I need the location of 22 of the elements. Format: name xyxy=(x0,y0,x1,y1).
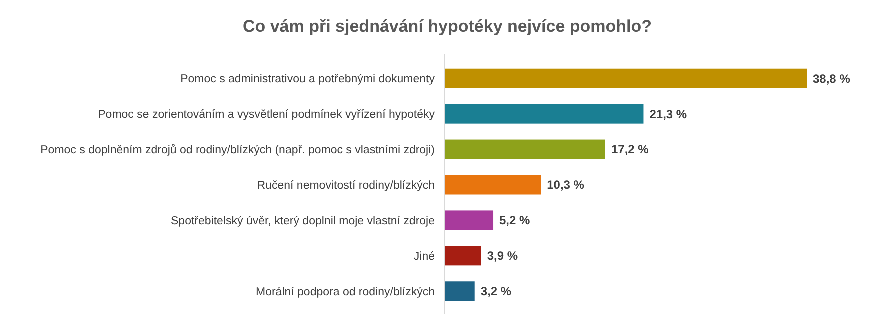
data-label: 5,2 % xyxy=(500,214,531,228)
bar xyxy=(445,246,482,266)
y-tick-label: Morální podpora od rodiny/blízkých xyxy=(256,286,435,298)
chart-title: Co vám při sjednávání hypotéky nejvíce pomohlo? xyxy=(242,17,652,36)
data-label: 38,8 % xyxy=(813,72,851,86)
data-label: 3,2 % xyxy=(480,284,512,299)
y-tick-label: Ručení nemovitostí rodiny/blízkých xyxy=(257,180,435,192)
bar xyxy=(445,210,494,230)
data-label: 3,9 % xyxy=(487,249,518,264)
data-label: 10,3 % xyxy=(547,178,585,192)
bar xyxy=(445,175,542,195)
data-label: 21,3 % xyxy=(650,107,688,122)
bar xyxy=(445,282,475,302)
y-tick-label: Pomoc s doplněním zdrojů od rodiny/blízkých (např. pomoc s vlastními zdroji) xyxy=(40,144,436,157)
data-label: 17,2 % xyxy=(611,142,650,157)
y-tick-label: Spotřebitelský úvěr, který doplnil moje vlastní zdroje xyxy=(171,215,435,228)
bar xyxy=(445,104,644,124)
bar xyxy=(445,68,807,88)
y-tick-label: Pomoc s administrativou a potřebnými dokumenty xyxy=(180,74,436,86)
y-tick-label: Jiné xyxy=(414,250,435,263)
bar xyxy=(445,140,606,160)
y-tick-label: Pomoc se zorientováním a vysvětlení podmínek vyřízení hypotéky xyxy=(98,109,436,122)
